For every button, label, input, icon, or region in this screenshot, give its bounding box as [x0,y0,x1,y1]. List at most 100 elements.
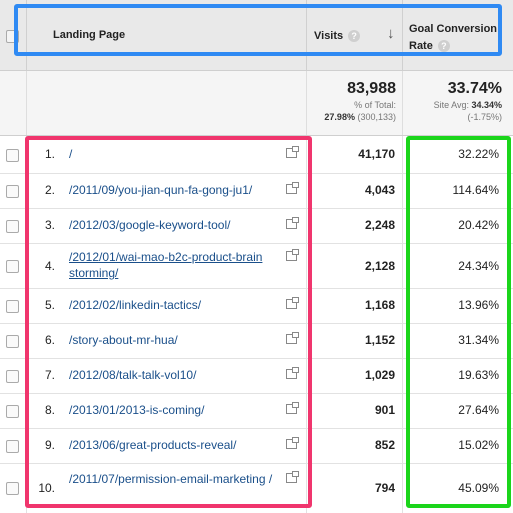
totals-divider [26,71,27,135]
column-header-landing-page[interactable]: Landing Page [53,29,125,41]
column-header-label: Goal Conversion Rate [409,23,498,52]
table-header: Landing Page Visits? ↓ Goal Conversion R… [0,0,513,71]
visits-value: 852 [374,438,395,452]
site-avg: Site Avg: 34.34% [402,99,502,111]
visits-total: 83,988 % of Total: 27.98% (300,133) [306,79,396,123]
row-checkbox[interactable] [6,405,19,418]
landing-page-link[interactable]: /2011/07/permission-email-marketing / [69,472,273,486]
row-index: 3. [44,218,55,232]
conversion-rates-highlight-box [406,136,511,508]
goal-conversion-total: 33.74% Site Avg: 34.34% (-1.75%) [402,79,502,123]
row-checkbox[interactable] [6,335,19,348]
visits-pct-label: % of Total: [354,100,396,110]
row-index: 6. [44,333,55,347]
row-index: 9. [44,438,55,452]
visits-value: 1,168 [364,298,395,312]
visits-pct-of: (300,133) [357,112,396,122]
open-external-icon[interactable] [286,217,299,229]
row-index: 2. [44,183,55,197]
landing-page-link[interactable]: /2012/01/wai-mao-b2c-product-brain storm… [69,250,263,280]
table-row[interactable]: 3. /2012/03/google-keyword-tool/ 2,248 2… [0,209,513,244]
landing-page-link[interactable]: /2012/08/talk-talk-vol10/ [69,368,197,382]
visits-pct-value: 27.98% [324,112,355,122]
landing-page-link[interactable]: /story-about-mr-hua/ [69,333,178,347]
open-external-icon[interactable] [286,437,299,449]
column-header-visits[interactable]: Visits? [314,30,361,43]
landing-page-link[interactable]: /2013/06/great-products-reveal/ [69,438,237,452]
visits-value: 2,248 [364,218,395,232]
table-row[interactable]: 6. /story-about-mr-hua/ 1,152 31.34% [0,324,513,359]
totals-row [0,71,513,136]
totals-divider [402,71,403,135]
row-checkbox[interactable] [6,440,19,453]
header-divider [306,0,307,70]
goal-conversion-rate-value: 32.22% [458,147,499,161]
goal-conversion-rate-value: 15.02% [458,438,499,452]
row-index: 8. [44,403,55,417]
goal-conversion-rate-value: 27.64% [458,403,499,417]
table-row[interactable]: 9. /2013/06/great-products-reveal/ 852 1… [0,429,513,464]
landing-page-link[interactable]: /2013/01/2013-is-coming/ [69,403,205,417]
visits-value: 4,043 [364,183,395,197]
column-header-label: Landing Page [53,29,126,41]
table-row[interactable]: 1. / 41,170 32.22% [0,136,513,174]
goal-conversion-total-value: 33.74% [447,80,502,97]
sort-descending-icon[interactable]: ↓ [387,25,395,42]
table-row[interactable]: 4. /2012/01/wai-mao-b2c-product-brain st… [0,244,513,289]
landing-page-link[interactable]: / [69,147,73,161]
goal-conversion-rate-value: 114.64% [452,183,499,197]
goal-conversion-rate-value: 19.63% [458,368,499,382]
column-divider [306,136,307,513]
visits-value: 2,128 [364,259,395,273]
landing-page-link[interactable]: /2012/03/google-keyword-tool/ [69,218,231,232]
header-divider [26,0,27,70]
row-index: 10. [38,481,55,495]
goal-conversion-rate-value: 13.96% [458,298,499,312]
table-row[interactable]: 10. /2011/07/permission-email-marketing … [0,464,513,512]
site-avg-label: Site Avg: [433,100,469,110]
row-checkbox[interactable] [6,220,19,233]
site-avg-value: 34.34% [471,100,502,110]
table-row[interactable]: 7. /2012/08/talk-talk-vol10/ 1,029 19.63… [0,359,513,394]
row-index: 7. [44,368,55,382]
row-index: 1. [44,147,55,161]
table-row[interactable]: 8. /2013/01/2013-is-coming/ 901 27.64% [0,394,513,429]
row-checkbox[interactable] [6,300,19,313]
goal-conversion-rate-value: 31.34% [458,333,499,347]
goal-conversion-rate-value: 45.09% [458,481,499,495]
row-index: 4. [44,259,55,273]
open-external-icon[interactable] [286,471,299,483]
open-external-icon[interactable] [286,249,299,261]
landing-page-link[interactable]: /2012/02/linkedin-tactics/ [69,298,202,312]
row-checkbox[interactable] [6,370,19,383]
header-highlight-box [14,4,502,56]
table-row[interactable]: 5. /2012/02/linkedin-tactics/ 1,168 13.9… [0,289,513,324]
goal-conversion-rate-value: 20.42% [458,218,499,232]
help-icon[interactable]: ? [348,30,361,43]
visits-value: 1,029 [364,368,395,382]
row-checkbox[interactable] [6,185,19,198]
totals-divider [306,71,307,135]
help-icon[interactable]: ? [437,40,450,53]
row-checkbox[interactable] [6,260,19,273]
open-external-icon[interactable] [286,146,299,158]
table-row[interactable]: 2. /2011/09/you-jian-qun-fa-gong-ju1/ 4,… [0,174,513,209]
open-external-icon[interactable] [286,297,299,309]
goal-conversion-rate-value: 24.34% [458,259,499,273]
row-index: 5. [44,298,55,312]
column-header-goal-conversion-rate[interactable]: Goal Conversion Rate? [409,21,509,55]
site-avg-delta: (-1.75%) [467,112,502,122]
visits-pct: 27.98% (300,133) [306,111,396,123]
visits-total-value: 83,988 [347,80,396,97]
header-divider [402,0,403,70]
open-external-icon[interactable] [286,367,299,379]
row-checkbox[interactable] [6,149,19,162]
row-checkbox[interactable] [6,482,19,495]
landing-page-link[interactable]: /2011/09/you-jian-qun-fa-gong-ju1/ [69,183,253,197]
open-external-icon[interactable] [286,332,299,344]
open-external-icon[interactable] [286,402,299,414]
column-divider [402,136,403,513]
open-external-icon[interactable] [286,182,299,194]
visits-value: 41,170 [358,147,395,161]
